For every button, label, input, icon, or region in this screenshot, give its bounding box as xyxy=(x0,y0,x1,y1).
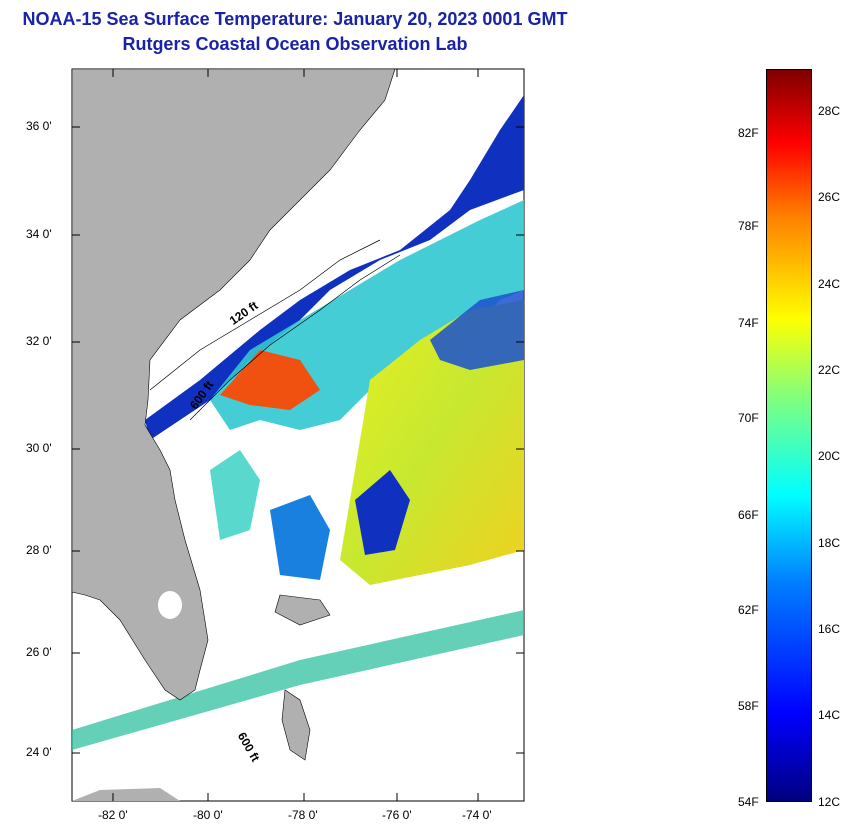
temperature-colorbar xyxy=(766,69,812,802)
cbar-label-78f: 78F xyxy=(738,219,759,233)
cbar-label-26c: 26C xyxy=(818,190,841,204)
isobath-120ft xyxy=(149,239,381,391)
land-bahamas-abaco xyxy=(274,594,331,626)
land-bahamas-andros xyxy=(281,689,311,761)
lon-label-76: -76 0' xyxy=(382,808,412,822)
cbar-label-24c: 24C xyxy=(818,277,841,291)
south-swath xyxy=(72,610,524,750)
cbar-label-74f: 74F xyxy=(738,316,759,330)
lon-label-82: -82 0' xyxy=(98,808,128,822)
cbar-label-16c: 16C xyxy=(818,622,841,636)
lon-label-74: -74 0' xyxy=(462,808,492,822)
land-southeast-us xyxy=(71,68,396,701)
cbar-label-66f: 66F xyxy=(738,508,759,522)
lat-label-32: 32 0' xyxy=(26,334,52,348)
cbar-label-18c: 18C xyxy=(818,536,841,550)
cbar-label-58f: 58F xyxy=(738,699,759,713)
lat-label-30: 30 0' xyxy=(26,441,52,455)
map-ticks xyxy=(72,69,524,801)
lat-label-26: 26 0' xyxy=(26,645,52,659)
lon-label-80: -80 0' xyxy=(193,808,223,822)
lat-label-24: 24 0' xyxy=(26,745,52,759)
cbar-label-62f: 62F xyxy=(738,603,759,617)
mid-patch-2 xyxy=(210,450,260,540)
cbar-label-22c: 22C xyxy=(818,363,841,377)
cbar-label-70f: 70F xyxy=(738,411,759,425)
lon-label-78: -78 0' xyxy=(288,808,318,822)
cbar-label-20c: 20C xyxy=(818,449,841,463)
lake-okeechobee xyxy=(158,591,182,619)
cbar-label-54f: 54F xyxy=(738,795,759,809)
cold-eddy xyxy=(355,470,410,555)
map-subtitle: Rutgers Coastal Ocean Observation Lab xyxy=(122,34,468,54)
offshore-cold-patch xyxy=(430,290,524,370)
isobath-600ft xyxy=(189,254,401,421)
cbar-label-12c: 12C xyxy=(818,795,841,809)
map-title: NOAA-15 Sea Surface Temperature: January… xyxy=(22,9,568,29)
mid-patch-1 xyxy=(270,495,330,580)
warm-core xyxy=(220,350,320,410)
cbar-label-28c: 28C xyxy=(818,104,841,118)
lat-label-28: 28 0' xyxy=(26,543,52,557)
cbar-label-82f: 82F xyxy=(738,126,759,140)
cbar-label-14c: 14C xyxy=(818,708,841,722)
shelf-cold-water xyxy=(145,95,524,440)
lat-label-36: 36 0' xyxy=(26,119,52,133)
lat-label-34: 34 0' xyxy=(26,227,52,241)
land-cuba xyxy=(72,788,180,801)
